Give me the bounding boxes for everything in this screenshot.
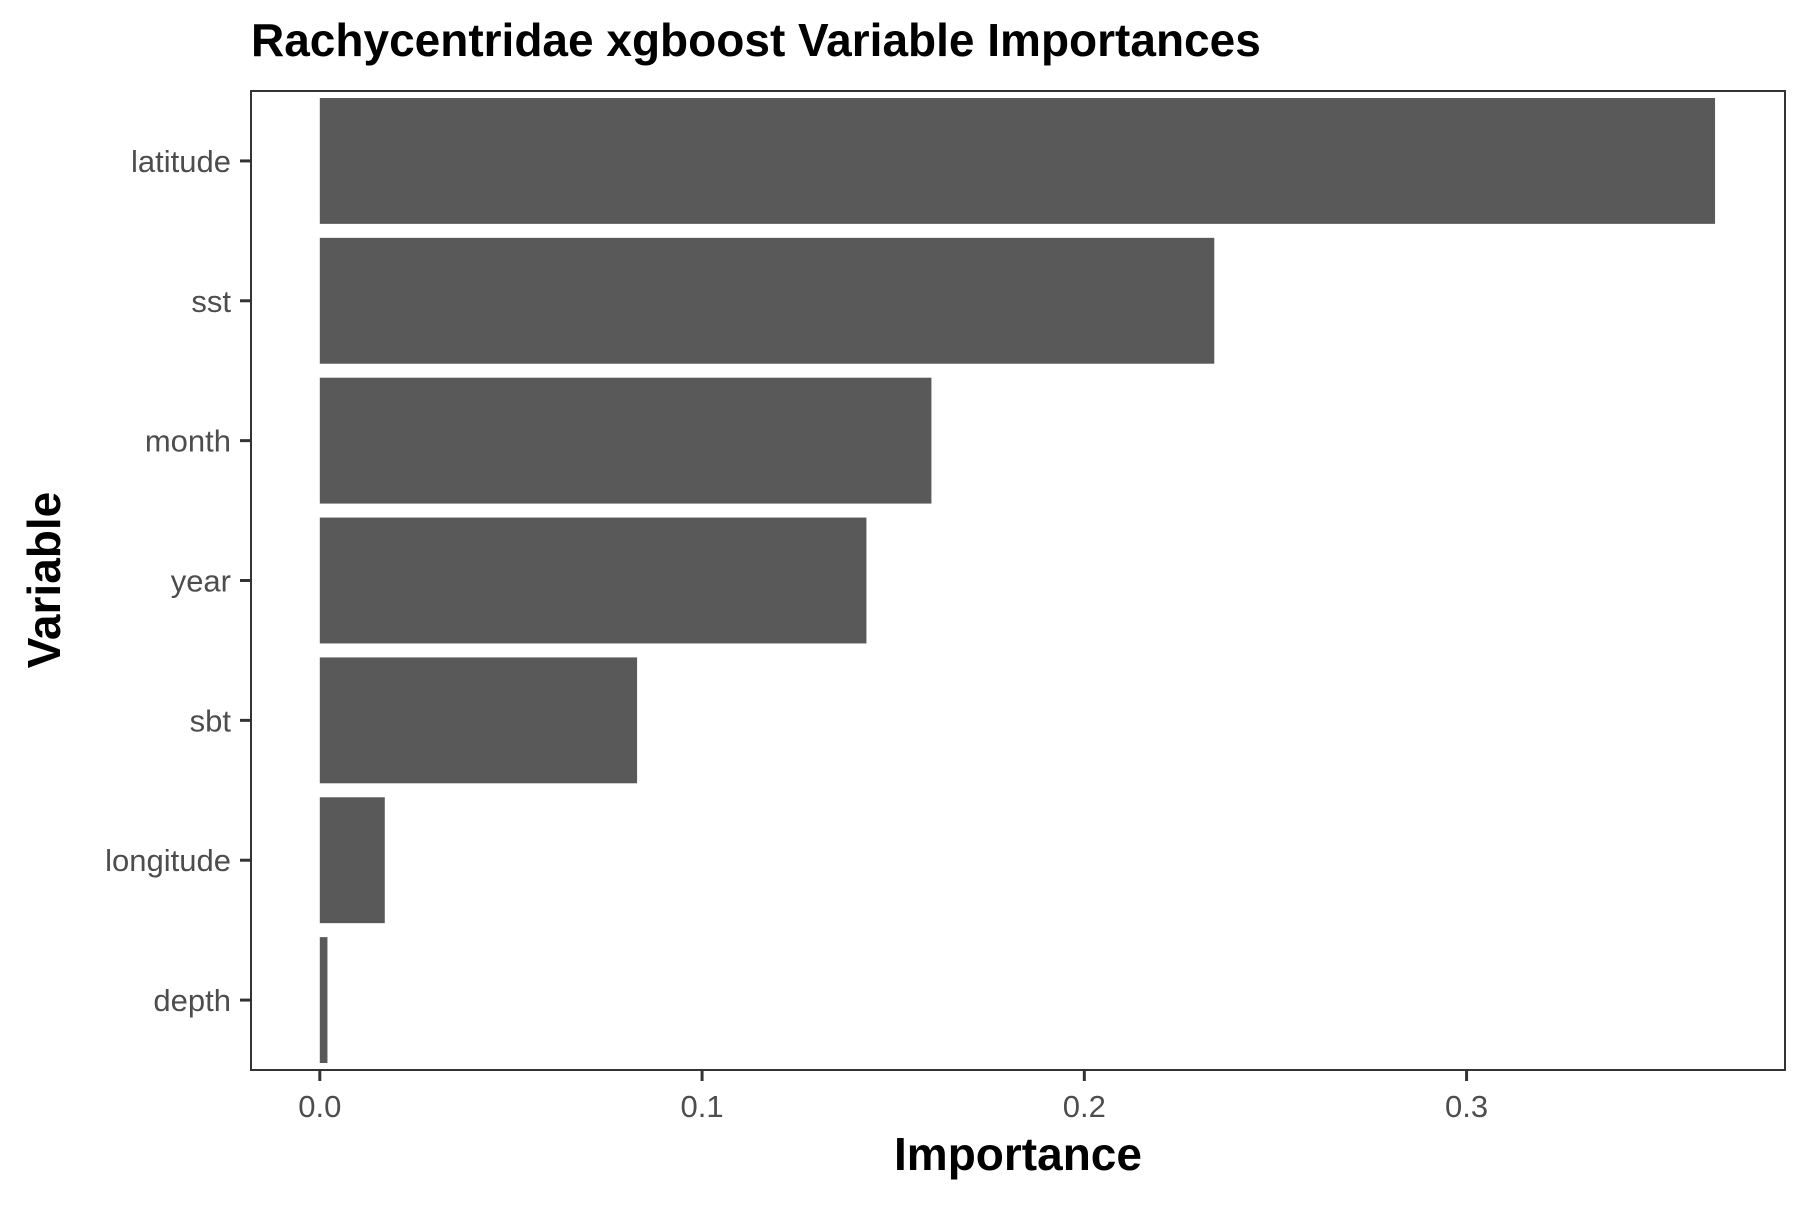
chart-title: Rachycentridae xgboost Variable Importan… (251, 14, 1261, 66)
y-tick-label-sst: sst (191, 284, 231, 319)
y-tick-label-sbt: sbt (190, 703, 232, 738)
bar-latitude (319, 97, 1716, 224)
bar-month (319, 377, 932, 504)
x-tick-label: 0.3 (1445, 1089, 1488, 1124)
y-tick-label-latitude: latitude (131, 144, 231, 179)
x-tick-label: 0.1 (681, 1089, 724, 1124)
y-axis-title: Variable (18, 492, 70, 668)
bar-year (319, 517, 867, 644)
y-tick-label-year: year (171, 564, 231, 599)
bar-sst (319, 237, 1215, 364)
y-tick-label-longitude: longitude (105, 843, 231, 878)
bar-longitude (319, 797, 385, 924)
x-axis: 0.0 0.1 0.2 0.3 (298, 1070, 1488, 1124)
bars (319, 97, 1716, 1064)
y-tick-label-depth: depth (153, 983, 231, 1018)
y-tick-label-month: month (145, 424, 231, 459)
x-tick-label: 0.2 (1063, 1089, 1106, 1124)
bar-depth (319, 937, 328, 1064)
bar-sbt (319, 657, 638, 784)
x-tick-label: 0.0 (298, 1089, 341, 1124)
x-axis-title: Importance (894, 1128, 1142, 1180)
y-axis: latitude sst month year sbt longitude depth (105, 144, 251, 1018)
